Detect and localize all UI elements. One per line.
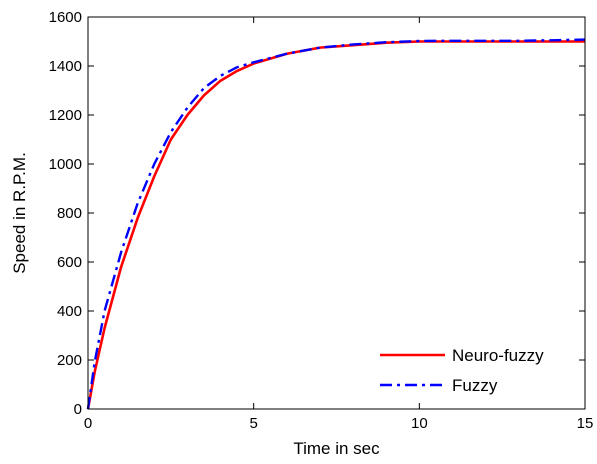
legend: Neuro-fuzzy Fuzzy — [380, 346, 544, 395]
x-tick-label: 15 — [577, 415, 594, 432]
series-layer — [86, 38, 586, 410]
y-tick-label: 1600 — [49, 9, 82, 26]
y-tick-label: 200 — [57, 352, 82, 369]
ticks-layer: 0 5 10 15 0 200 400 600 800 1000 1200 1400 1600 — [49, 9, 594, 432]
x-tick-label: 10 — [411, 415, 428, 432]
x-tick-label: 5 — [249, 415, 257, 432]
y-axis-label: Speed in R.P.M. — [10, 152, 29, 274]
y-tick-label: 1200 — [49, 107, 82, 124]
y-tick-label: 400 — [57, 303, 82, 320]
legend-label-fuzzy: Fuzzy — [452, 376, 498, 395]
y-tick-label: 1400 — [49, 58, 82, 75]
series-line-fuzzy — [86, 38, 586, 410]
legend-label-neuro-fuzzy: Neuro-fuzzy — [452, 346, 544, 365]
y-tick-label: 0 — [74, 401, 82, 418]
x-axis-label: Time in sec — [293, 439, 380, 458]
y-tick-label: 600 — [57, 254, 82, 271]
x-tick-label: 0 — [84, 415, 92, 432]
y-tick-label: 1000 — [49, 156, 82, 173]
y-tick-label: 800 — [57, 205, 82, 222]
